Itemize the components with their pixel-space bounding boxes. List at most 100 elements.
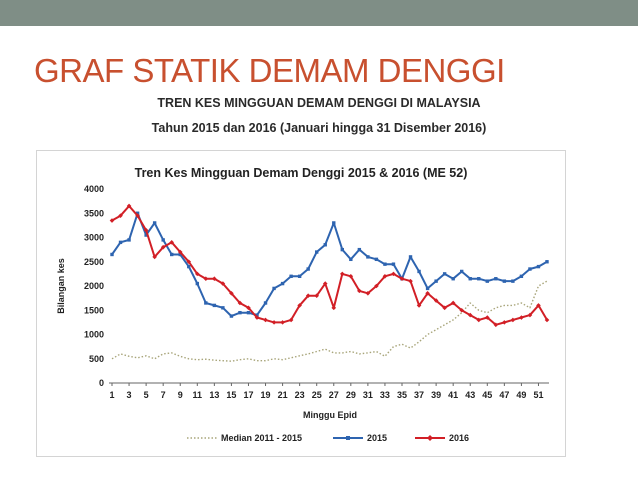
y-axis-label: Bilangan kes xyxy=(56,258,66,314)
point-2016 xyxy=(339,271,345,277)
point-2015 xyxy=(255,313,259,317)
point-2015 xyxy=(170,252,174,257)
y-tick-label: 500 xyxy=(89,354,104,364)
point-2015 xyxy=(238,310,242,315)
point-2016 xyxy=(408,278,413,284)
point-2015 xyxy=(118,240,123,245)
chart-subheading: Tahun 2015 dan 2016 (Januari hingga 31 D… xyxy=(151,121,487,135)
x-tick-label: 45 xyxy=(482,390,492,400)
legend-label-median: Median 2011 - 2015 xyxy=(221,433,302,443)
point-2016 xyxy=(365,290,371,296)
point-2015 xyxy=(221,306,225,310)
point-2015 xyxy=(434,279,438,283)
point-2015 xyxy=(349,257,353,262)
x-tick-label: 15 xyxy=(226,390,236,400)
point-2015 xyxy=(477,277,481,281)
point-2016 xyxy=(476,317,482,323)
point-2016 xyxy=(536,303,541,308)
point-2015 xyxy=(306,267,310,271)
point-2016 xyxy=(246,305,251,311)
point-2015 xyxy=(135,211,140,215)
point-2016 xyxy=(391,271,396,277)
series-line-2016 xyxy=(111,205,548,326)
point-2016 xyxy=(493,322,499,328)
x-tick-label: 23 xyxy=(295,390,305,400)
point-2015 xyxy=(442,272,447,276)
x-tick-label: 9 xyxy=(178,390,183,400)
point-2016 xyxy=(425,290,430,296)
point-2015 xyxy=(366,255,370,259)
point-2015 xyxy=(246,310,251,315)
point-2015 xyxy=(511,279,515,283)
point-2016 xyxy=(527,312,533,318)
point-2016 xyxy=(544,317,550,323)
x-tick-label: 5 xyxy=(144,390,149,400)
point-2015 xyxy=(536,264,541,269)
legend-label-2015: 2015 xyxy=(367,433,387,443)
point-2015 xyxy=(144,233,148,237)
point-2016 xyxy=(484,315,490,320)
point-2016 xyxy=(229,290,234,296)
point-2016 xyxy=(314,293,320,298)
x-tick-label: 39 xyxy=(431,390,441,400)
chart-title: Tren Kes Mingguan Demam Denggi 2015 & 20… xyxy=(135,166,468,180)
point-2015 xyxy=(323,243,327,247)
point-2016 xyxy=(194,271,200,277)
point-2015 xyxy=(187,264,191,269)
point-2015 xyxy=(272,286,276,291)
point-2015 xyxy=(289,274,293,278)
point-2015 xyxy=(212,303,217,308)
chart-frame: Tren Kes Mingguan Demam Denggi 2015 & 20… xyxy=(36,150,566,457)
y-tick-label: 4000 xyxy=(84,184,104,194)
point-2016 xyxy=(459,307,465,313)
point-2015 xyxy=(161,238,165,242)
point-2016 xyxy=(450,300,456,306)
y-tick-label: 1500 xyxy=(84,305,104,315)
x-tick-label: 3 xyxy=(127,390,132,400)
point-2016 xyxy=(186,259,192,265)
point-2016 xyxy=(433,298,439,303)
point-2015 xyxy=(229,314,234,318)
point-2015 xyxy=(204,301,208,305)
point-2015 xyxy=(451,277,455,281)
point-2015 xyxy=(468,277,472,281)
point-2015 xyxy=(195,281,199,286)
point-2015 xyxy=(383,262,387,266)
x-tick-label: 51 xyxy=(533,390,543,400)
x-tick-label: 17 xyxy=(243,390,253,400)
point-2016 xyxy=(271,320,277,325)
point-2016 xyxy=(237,300,243,306)
chart-series-group xyxy=(109,203,550,362)
point-2015 xyxy=(545,260,549,264)
x-axis-label: Minggu Epid xyxy=(303,410,357,420)
point-2016 xyxy=(510,317,516,323)
chart-legend: Median 2011 - 2015 2015 2016 xyxy=(187,433,469,443)
point-2016 xyxy=(212,276,217,282)
point-2016 xyxy=(254,315,260,320)
point-2015 xyxy=(425,286,430,291)
y-tick-label: 3000 xyxy=(84,233,104,243)
point-2016 xyxy=(374,283,379,289)
point-2015 xyxy=(502,279,507,283)
x-tick-label: 27 xyxy=(329,390,339,400)
x-tick-label: 13 xyxy=(209,390,219,400)
point-2015 xyxy=(494,277,498,281)
x-tick-label: 25 xyxy=(312,390,322,400)
x-tick-label: 29 xyxy=(346,390,356,400)
point-2016 xyxy=(399,276,405,282)
x-tick-label: 31 xyxy=(363,390,373,400)
point-2016 xyxy=(203,276,209,282)
point-2016 xyxy=(322,281,328,286)
point-2015 xyxy=(417,269,421,274)
point-2016 xyxy=(442,305,447,311)
point-2015 xyxy=(315,250,319,254)
x-tick-label: 33 xyxy=(380,390,390,400)
y-tick-label: 2000 xyxy=(84,281,104,291)
point-2015 xyxy=(528,267,532,271)
x-tick-label: 49 xyxy=(516,390,526,400)
point-2015 xyxy=(374,257,379,262)
point-2016 xyxy=(288,317,294,323)
point-2015 xyxy=(519,274,524,278)
top-accent-bar xyxy=(0,0,638,26)
point-2015 xyxy=(152,221,157,225)
